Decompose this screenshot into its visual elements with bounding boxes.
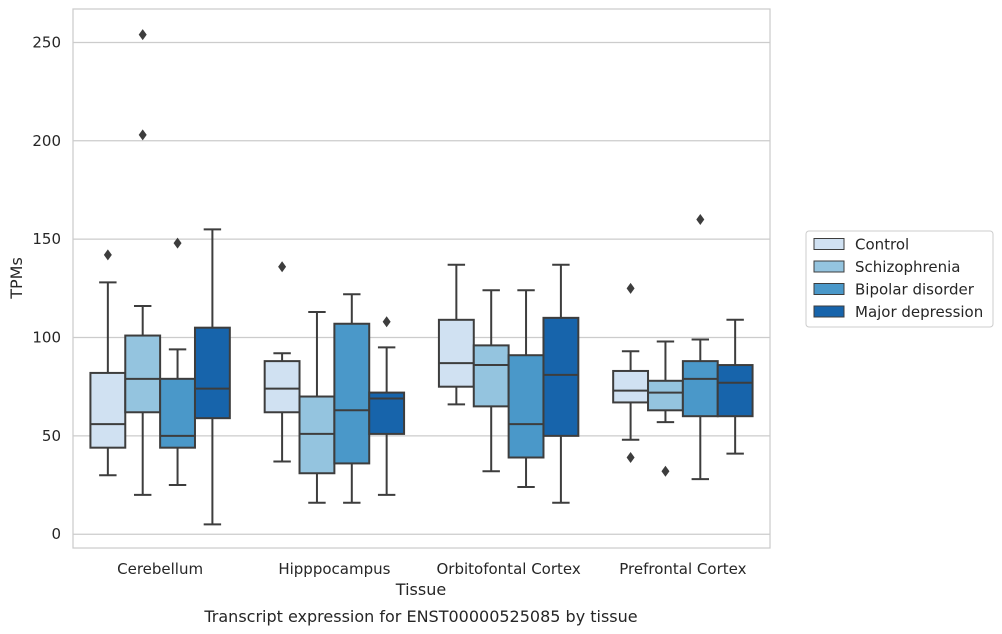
box-iqr	[716, 364, 754, 418]
y-tick-label: 250	[32, 33, 61, 51]
legend-swatch	[813, 238, 845, 250]
box-3-3	[716, 318, 754, 455]
x-tick-label: Hipppocampus	[278, 560, 390, 578]
box-iqr	[193, 326, 231, 420]
y-tick-label: 50	[42, 427, 61, 445]
box-iqr	[437, 318, 475, 388]
legend-swatch	[813, 283, 845, 295]
outlier-point	[278, 261, 287, 273]
y-tick-label: 200	[32, 132, 61, 150]
box-1-0	[263, 261, 301, 463]
outlier-point	[696, 213, 705, 225]
box-0-0	[89, 249, 127, 477]
legend-label: Schizophrenia	[855, 258, 960, 276]
box-0-3	[193, 228, 231, 526]
box-iqr	[647, 379, 684, 412]
x-tick-label: Prefrontal Cortex	[619, 560, 746, 578]
box-0-1	[124, 29, 162, 496]
y-axis-ticks: 0 50 100 150 200 250	[32, 33, 61, 543]
legend: Control Schizophrenia Bipolar disorder Majo…	[805, 230, 994, 328]
box-iqr	[263, 360, 301, 414]
chart-caption: Transcript expression for ENST0000052508…	[203, 607, 637, 626]
y-tick-label: 100	[32, 329, 61, 347]
outlier-point	[626, 282, 635, 294]
box-iqr	[124, 334, 162, 414]
box-2-1	[472, 289, 510, 473]
box-iqr	[472, 344, 510, 408]
box-3-1	[647, 340, 684, 477]
outlier-point	[173, 237, 182, 249]
box-iqr	[542, 316, 580, 437]
y-tick-label: 0	[51, 525, 61, 543]
outlier-point	[103, 249, 112, 261]
outlier-point	[382, 316, 391, 328]
x-axis-label: Tissue	[395, 580, 446, 599]
box-2-0	[437, 263, 475, 406]
outlier-point	[661, 465, 670, 477]
box-1-3	[368, 316, 406, 496]
legend-label: Control	[855, 236, 909, 254]
outlier-point	[138, 29, 147, 41]
box-2-2	[507, 289, 545, 489]
box-0-2	[159, 237, 196, 487]
outlier-point	[626, 452, 635, 464]
legend-swatch	[813, 305, 845, 318]
x-tick-label: Cerebellum	[117, 560, 203, 578]
legend-label: Major depression	[855, 303, 983, 321]
legend-swatch	[813, 260, 845, 273]
y-axis-label: TPMs	[7, 257, 26, 300]
box-iqr	[159, 377, 196, 449]
y-tick-label: 150	[32, 230, 61, 248]
box-iqr	[333, 322, 371, 465]
box-iqr	[612, 369, 650, 404]
boxes-layer	[89, 29, 754, 526]
outlier-point	[138, 129, 147, 141]
box-iqr	[89, 371, 127, 449]
legend-frame	[805, 230, 994, 328]
box-iqr	[681, 360, 719, 418]
x-tick-label: Orbitofontal Cortex	[437, 560, 581, 578]
box-1-1	[298, 310, 336, 504]
x-axis-ticks: Cerebellum Hipppocampus Orbitofontal Corte…	[117, 560, 746, 578]
box-2-3	[542, 263, 580, 504]
legend-label: Bipolar disorder	[855, 281, 975, 299]
box-iqr	[507, 354, 545, 459]
box-1-2	[333, 293, 371, 504]
plot-area	[72, 8, 771, 549]
box-3-2	[681, 213, 719, 481]
box-3-0	[612, 282, 650, 464]
